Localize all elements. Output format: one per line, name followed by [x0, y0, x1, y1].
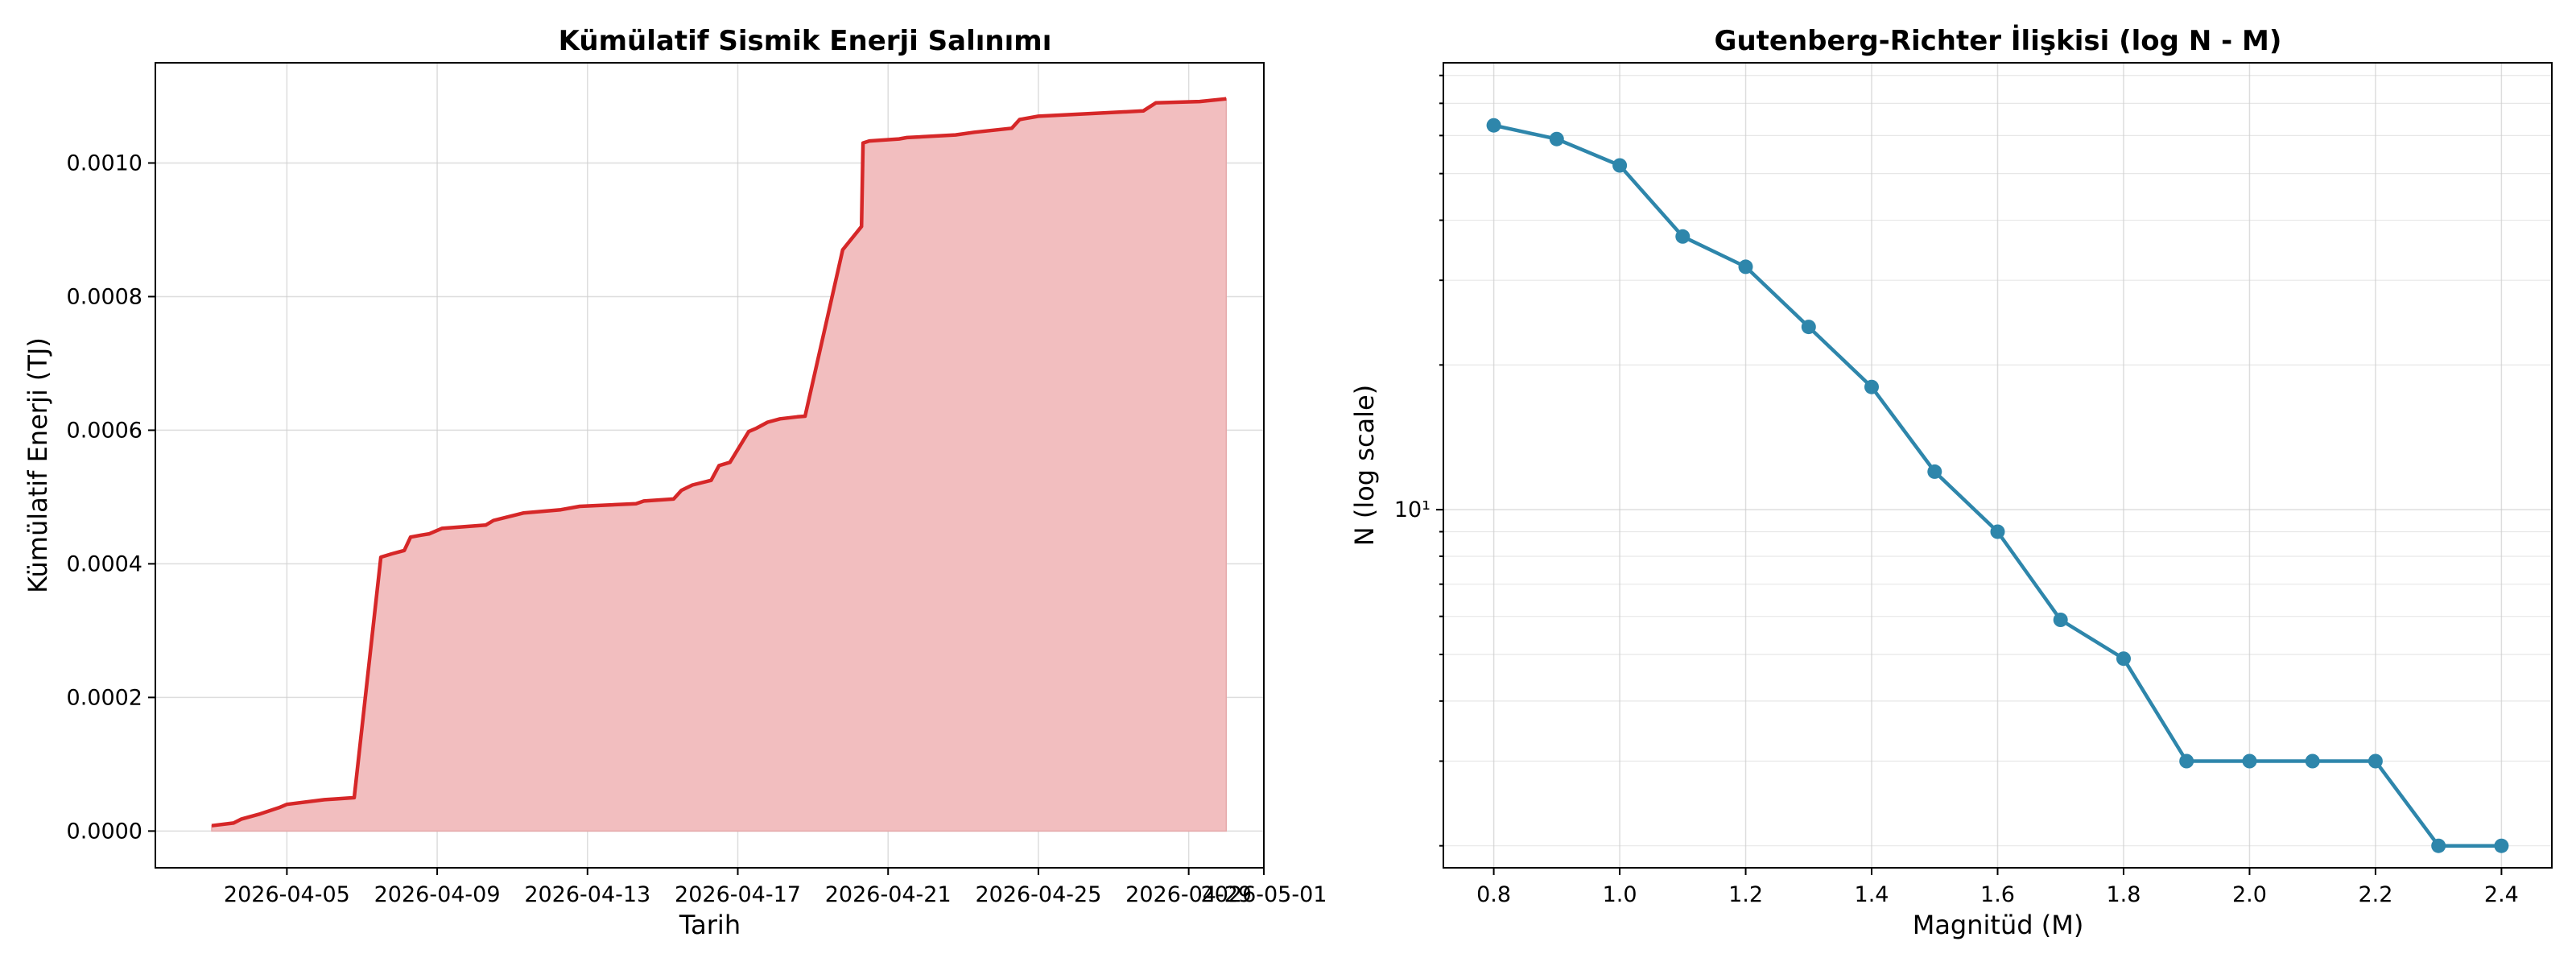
gr-x-ticks: 0.8 1.0 1.2 1.4 1.6 1.8 2.0 2.2 2.4 [1476, 868, 2519, 907]
gr-grid [1443, 63, 2552, 868]
gr-data-point [2431, 838, 2446, 853]
gr-x-axis-label: Magnitüd (M) [1913, 910, 2084, 940]
energy-x-tick-label: 2026-05-01 [1201, 882, 1327, 907]
gr-data-point [2242, 753, 2257, 769]
energy-x-tick-label: 2026-04-13 [524, 882, 650, 907]
gr-data-point [1612, 158, 1628, 173]
energy-series-line [211, 97, 1227, 828]
gr-data-point [1990, 524, 2005, 539]
gr-data-point [1549, 131, 1564, 147]
energy-y-tick-label: 0.0010 [67, 151, 142, 175]
energy-x-tick-label: 2026-04-29 [1125, 882, 1252, 907]
gr-data-point [2179, 753, 2194, 769]
gutenberg-richter-chart: Gutenberg-Richter İlişkisi (log N - M) 0… [1349, 24, 2553, 940]
energy-x-tick-label: 2026-04-05 [224, 882, 350, 907]
energy-y-tick-label: 0.0004 [67, 551, 142, 576]
gr-data-point [1927, 464, 1942, 479]
energy-x-tick-label: 2026-04-09 [374, 882, 501, 907]
energy-x-axis-label: Tarih [679, 910, 741, 940]
gr-data-point [2494, 838, 2509, 853]
gr-x-tick-label: 1.6 [1980, 882, 2015, 907]
energy-x-tick-label: 2026-04-17 [675, 882, 801, 907]
energy-chart: Kümülatif Sismik Enerji Salınımı 2026-04… [23, 25, 1327, 940]
gr-x-tick-label: 1.4 [1855, 882, 1889, 907]
gr-x-tick-label: 2.4 [2484, 882, 2519, 907]
gr-x-tick-label: 0.8 [1476, 882, 1511, 907]
gr-y-axis-label: N (log scale) [1349, 385, 1380, 546]
energy-y-axis-label: Kümülatif Enerji (TJ) [23, 337, 53, 593]
gr-x-tick-label: 2.2 [2358, 882, 2392, 907]
energy-x-ticks: 2026-04-05 2026-04-09 2026-04-13 2026-04-17… [224, 868, 1327, 907]
gr-x-tick-label: 1.2 [1728, 882, 1763, 907]
gr-data-point [2053, 613, 2068, 627]
gr-data-point [2305, 753, 2320, 769]
gr-x-tick-label: 1.0 [1603, 882, 1637, 907]
gr-series-points [1486, 118, 2509, 853]
gr-data-point [1801, 320, 1816, 335]
gr-chart-title: Gutenberg-Richter İlişkisi (log N - M) [1715, 24, 2282, 57]
gr-y-ticks: 10¹ [1394, 74, 1443, 847]
energy-y-ticks: 0.0000 0.0002 0.0004 0.0006 0.0008 0.0010 [67, 151, 155, 844]
energy-x-tick-label: 2026-04-25 [975, 882, 1101, 907]
gr-data-point [2116, 651, 2131, 667]
gr-y-tick-label: 10¹ [1394, 497, 1430, 522]
energy-axes-frame [155, 62, 1265, 869]
energy-chart-title: Kümülatif Sismik Enerji Salınımı [559, 25, 1052, 57]
gr-data-point [1738, 259, 1753, 275]
gr-data-point [2368, 753, 2383, 769]
energy-x-tick-label: 2026-04-21 [825, 882, 952, 907]
gr-data-point [1675, 229, 1690, 244]
gr-x-tick-label: 1.8 [2107, 882, 2141, 907]
gr-data-point [1486, 118, 1501, 133]
energy-y-tick-label: 0.0008 [67, 284, 142, 309]
energy-y-tick-label: 0.0006 [67, 418, 142, 443]
energy-y-tick-label: 0.0002 [67, 685, 142, 710]
energy-y-tick-label: 0.0000 [67, 819, 142, 844]
gr-x-tick-label: 2.0 [2232, 882, 2267, 907]
gr-data-point [1864, 379, 1879, 394]
